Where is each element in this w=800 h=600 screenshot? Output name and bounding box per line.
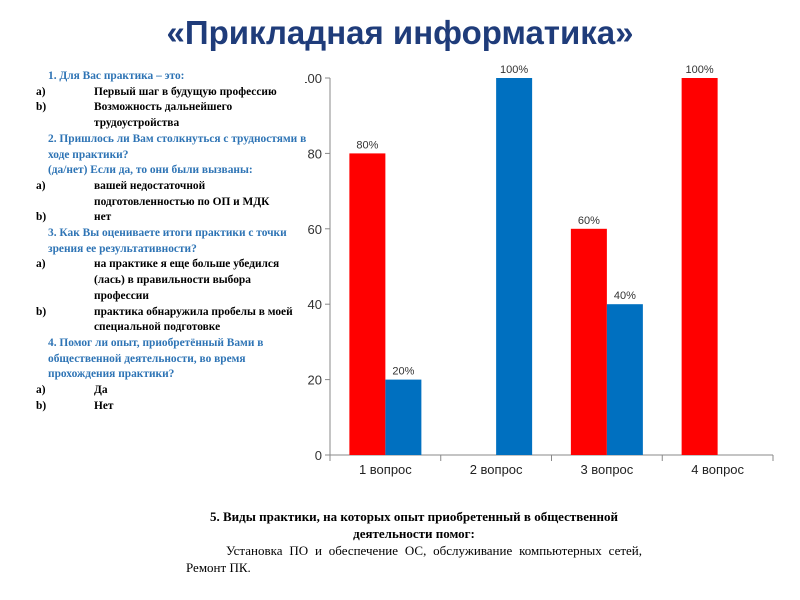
y-tick-label: 100	[305, 71, 322, 86]
option-text: нет	[94, 211, 112, 224]
chart-axes: 0 20 40 60 80 100 1 вопрос 2 вопрос 3 вопрос 4 во…	[305, 71, 774, 477]
survey-option: b) Возможность дальнейшего трудоустройств…	[36, 100, 308, 131]
data-label: 80%	[356, 139, 378, 151]
option-marker: a)	[36, 179, 46, 192]
option-text: Первый шаг в будущую профессию	[94, 85, 277, 98]
survey-option: a) вашей недостаточной подготовленностью …	[36, 179, 308, 210]
data-label: 100%	[686, 64, 714, 76]
bar	[681, 78, 718, 455]
survey-question: 2. Пришлось ли Вам столкнуться с труднос…	[48, 132, 307, 161]
bar	[496, 78, 533, 455]
survey-question: 1. Для Вас практика – это:	[48, 70, 185, 82]
option-marker: a)	[36, 384, 46, 397]
data-label: 100%	[500, 64, 528, 76]
option-text: Возможность дальнейшего трудоустройства	[94, 101, 233, 130]
survey-question: 4. Помог ли опыт, приобретённый Вами в о…	[48, 336, 264, 381]
option-text: на практике я еще больше убедился (лась)…	[94, 258, 280, 302]
option-marker: b)	[36, 101, 47, 114]
survey-question: (да/нет) Если да, то они были вызваны:	[48, 164, 253, 177]
y-tick-label: 0	[315, 448, 322, 463]
option-marker: b)	[36, 399, 47, 412]
option-text: вашей недостаточной подготовленностью по…	[94, 179, 270, 208]
y-tick-label: 80	[308, 146, 322, 161]
x-tick-label: 3 вопрос	[580, 462, 633, 477]
survey-option: b) нет	[36, 210, 308, 226]
survey-option: a) на практике я еще больше убедился (лас…	[36, 257, 308, 304]
bar	[570, 228, 607, 455]
y-tick-label: 40	[308, 297, 322, 312]
bar-chart: 0 20 40 60 80 100 1 вопрос 2 вопрос 3 вопрос 4 во…	[305, 64, 774, 477]
bar	[385, 379, 422, 455]
bar	[349, 153, 386, 455]
page-title: «Прикладная информатика»	[166, 14, 634, 51]
data-label: 20%	[392, 366, 414, 378]
survey-option: a) Да	[36, 383, 308, 399]
question5-title: 5. Виды практики, на которых опыт приобр…	[209, 509, 619, 541]
data-label: 40%	[614, 290, 636, 302]
survey-option: a) Первый шаг в будущую профессию	[36, 85, 308, 101]
option-text: Нет	[94, 399, 114, 412]
option-text: Да	[94, 384, 108, 397]
survey-option: b) практика обнаружила пробелы в моей спе…	[36, 305, 308, 336]
y-tick-label: 20	[308, 373, 322, 388]
x-tick-label: 4 вопрос	[691, 462, 744, 477]
option-marker: a)	[36, 258, 46, 271]
x-tick-label: 2 вопрос	[470, 462, 523, 477]
option-text: практика обнаружила пробелы в моей специ…	[94, 305, 293, 334]
x-tick-label: 1 вопрос	[359, 462, 412, 477]
chart-bars	[349, 78, 718, 455]
option-marker: b)	[36, 211, 47, 224]
chart-labels: 80% 60% 100% 20% 100% 40%	[356, 64, 714, 378]
data-label: 60%	[578, 215, 600, 227]
survey-option: b) Нет	[36, 399, 308, 415]
bar	[606, 304, 643, 455]
question5-answer: Установка ПО и обеспечение ОС, обслужива…	[186, 543, 642, 575]
survey-question: 3. Как Вы оцениваете итоги практики с то…	[48, 227, 287, 255]
option-marker: a)	[36, 85, 46, 98]
survey-questions: 1. Для Вас практика – это: a) Первый шаг в…	[36, 69, 308, 414]
option-marker: b)	[36, 305, 47, 318]
y-tick-label: 60	[308, 222, 322, 237]
question5-block: 5. Виды практики, на которых опыт приобр…	[186, 508, 642, 576]
